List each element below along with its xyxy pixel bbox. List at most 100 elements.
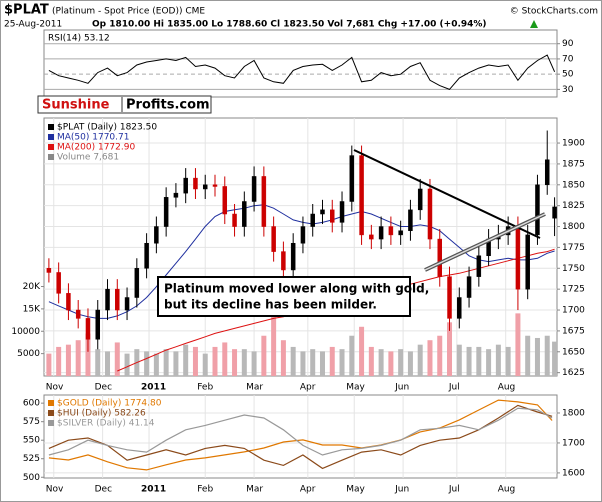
candle-body (95, 309, 100, 340)
legend-label: MA(200) 1772.90 (57, 143, 135, 153)
volume-bar (124, 353, 130, 376)
y-tick-label: 1825 (562, 201, 585, 211)
candle-body (281, 251, 286, 271)
candle-body (105, 288, 110, 311)
x-tick-label: Dec (95, 383, 112, 393)
volume-bar (329, 346, 335, 376)
volume-bar (95, 349, 101, 376)
candle-body (437, 238, 442, 277)
volume-bar (173, 351, 179, 376)
y-tick-label: 1800 (562, 408, 585, 418)
logo-left (39, 97, 121, 112)
compare-panel (43, 394, 558, 479)
legend-swatch (48, 144, 54, 150)
y-tick-label: 550 (23, 436, 40, 446)
y-tick-label: 1625 (562, 368, 585, 378)
volume-bar (280, 340, 286, 376)
volume-bar (495, 344, 501, 376)
candle-body (398, 230, 403, 236)
volume-bar (183, 344, 189, 376)
symbol: $PLAT (4, 3, 49, 18)
legend-label: MA(50) 1770.71 (57, 133, 129, 143)
volume-bar (144, 351, 150, 376)
volume-bar (456, 344, 462, 376)
legend-swatch (48, 154, 54, 160)
x-tick-label: Nov (46, 383, 64, 393)
y-tick-label: 50 (562, 70, 574, 80)
volume-bar (398, 349, 404, 376)
y-tick-label: 1650 (562, 347, 585, 357)
trend-line (353, 149, 541, 239)
x-tick-label: May (346, 485, 365, 495)
y-tick-label: 1875 (562, 159, 585, 169)
candle-body (85, 318, 91, 340)
volume-bar (388, 351, 394, 376)
x-tick-label: Jul (448, 485, 460, 495)
y-tick-label: 1775 (562, 243, 585, 253)
volume-bar (271, 304, 277, 376)
x-tick-label: Mar (246, 485, 263, 495)
y-tick-label: 20K (23, 282, 41, 292)
candle-body (202, 184, 208, 190)
x-tick-label: Mar (246, 383, 263, 393)
candle-body (427, 188, 433, 240)
x-tick-label: 2011 (141, 485, 166, 495)
candle-body (193, 177, 198, 190)
volume-bar (437, 335, 443, 376)
candle-body (300, 226, 306, 244)
volume-bar (534, 337, 540, 376)
y-tick-label: 500 (23, 473, 40, 483)
rsi-line (48, 54, 556, 90)
y-tick-label: 10000 (11, 327, 40, 337)
candle-body (242, 201, 247, 227)
volume-bar (466, 346, 472, 376)
volume-bar (505, 346, 511, 376)
candle-body (408, 209, 413, 231)
legend-swatch (48, 400, 54, 406)
volume-bar (202, 353, 208, 376)
annotation-box (157, 276, 411, 317)
volume-bar (525, 335, 531, 376)
y-tick-label: 1600 (562, 468, 585, 478)
legend-swatch (48, 420, 54, 426)
x-tick-label: Aug (498, 383, 516, 393)
candle-body (154, 226, 159, 244)
candle-body (163, 197, 169, 227)
plot-layer: 30 50 70 90 RSI(14) 53.12 Nov Dec 2011 Feb Mar Apr… (11, 34, 585, 495)
quote: Op 1810.00 Hi 1835.00 Lo 1788.60 Cl 1823… (92, 20, 487, 30)
volume-bar (105, 351, 111, 376)
annotation-text: but its decline has been milder. (164, 298, 377, 312)
support-line-inner (424, 213, 546, 271)
rsi-panel (43, 29, 558, 98)
x-tick-label: Apr (300, 383, 316, 393)
y-tick-label: 5000 (17, 349, 40, 359)
copyright: © StockCharts.com (510, 7, 598, 17)
x-tick-label: Jun (394, 383, 409, 393)
candle-body (56, 272, 61, 294)
y-tick-label: 30 (562, 85, 574, 95)
volume-bar (163, 349, 169, 376)
compare-line (48, 404, 553, 470)
volume-bar (192, 346, 198, 376)
volume-bar (261, 335, 267, 376)
logo-sunshine: Sunshine (42, 98, 110, 113)
candle-body (339, 201, 345, 223)
x-tick-label: Aug (498, 485, 516, 495)
candle-body (388, 226, 394, 236)
candle-body (320, 209, 325, 215)
volume-bar (241, 349, 247, 376)
volume-bar (339, 349, 345, 376)
candle-body (369, 234, 374, 240)
volume-bar (427, 340, 433, 376)
legend-label: $GOLD (Daily) 1774.80 (57, 399, 162, 409)
panel-title: RSI(14) 53.12 (48, 34, 110, 44)
volume-bar (85, 333, 91, 376)
y-tick-label: 1700 (562, 438, 585, 448)
candle-body (261, 176, 267, 227)
candle-body (476, 255, 482, 277)
candle-body (535, 184, 540, 236)
volume-bar (476, 346, 482, 376)
x-tick-label: Dec (95, 485, 112, 495)
volume-bar (378, 349, 384, 376)
candle-body (183, 177, 188, 194)
